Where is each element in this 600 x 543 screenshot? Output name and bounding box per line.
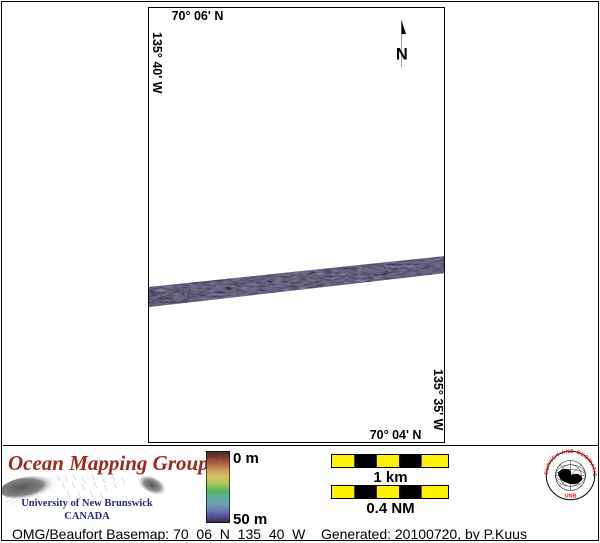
svg-text:N: N bbox=[396, 46, 408, 64]
svg-text:UNB: UNB bbox=[564, 494, 576, 500]
